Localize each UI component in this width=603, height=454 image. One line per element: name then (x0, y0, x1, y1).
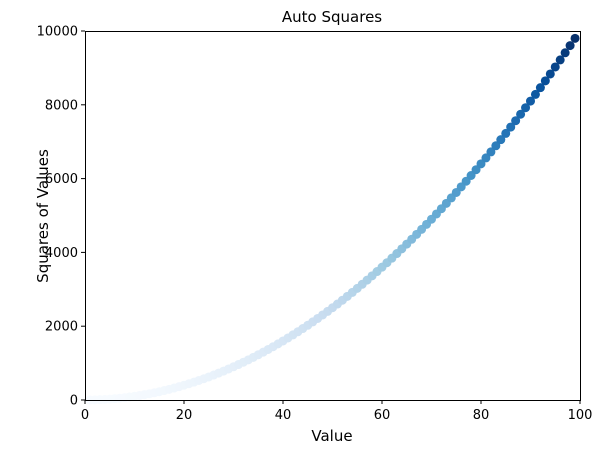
data-points (85, 33, 580, 405)
y-tick-label: 0 (70, 394, 78, 409)
x-tick-label: 40 (275, 408, 292, 423)
y-tick-label: 4000 (45, 246, 78, 261)
x-tick-label: 100 (568, 408, 593, 423)
data-point (496, 135, 506, 145)
data-point (516, 109, 526, 119)
data-point (545, 69, 555, 79)
data-point (526, 96, 535, 106)
y-tick-label: 6000 (45, 172, 78, 187)
y-tick-label: 2000 (45, 320, 78, 335)
data-point (530, 89, 540, 99)
chart-title: Auto Squares (282, 8, 382, 26)
data-point (521, 103, 531, 113)
data-point (486, 147, 496, 157)
plot-frame (85, 31, 581, 401)
data-point (481, 153, 491, 163)
x-tick-label: 20 (176, 408, 193, 423)
data-point (570, 33, 580, 43)
x-axis-label: Value (311, 427, 352, 445)
data-point (506, 122, 516, 132)
data-point (540, 76, 550, 86)
data-point (476, 159, 486, 169)
data-point (555, 55, 565, 65)
y-axis-label: Squares of Values (34, 149, 52, 283)
y-tick-label: 8000 (45, 98, 78, 113)
data-point (535, 83, 545, 93)
x-tick-label: 0 (81, 408, 89, 423)
data-point (471, 165, 481, 175)
data-point (550, 62, 560, 72)
x-axis-ticks: 0 20 40 60 80 100 (81, 400, 593, 423)
x-tick-label: 60 (374, 408, 391, 423)
x-tick-label: 80 (473, 408, 490, 423)
data-point (501, 128, 511, 138)
data-point (560, 48, 570, 58)
y-axis-ticks: 0 2000 4000 6000 8000 10000 (37, 25, 85, 409)
data-point (511, 116, 521, 126)
data-point (565, 41, 575, 51)
data-point (491, 141, 501, 151)
y-tick-label: 10000 (37, 25, 78, 40)
